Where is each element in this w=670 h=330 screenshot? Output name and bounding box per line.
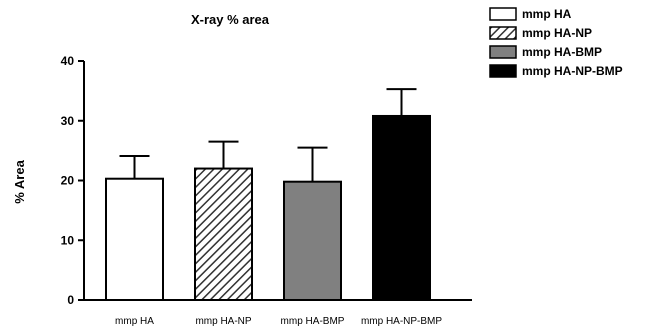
- y-tick-label: 40: [61, 54, 75, 68]
- y-axis-title: % Area: [12, 159, 27, 203]
- y-tick-label: 30: [61, 114, 75, 128]
- bar: [105, 177, 164, 302]
- legend-swatch: [489, 26, 517, 40]
- legend-label: mmp HA-NP: [522, 26, 592, 40]
- legend-label: mmp HA: [522, 7, 572, 21]
- chart-title: X-ray % area: [191, 12, 270, 27]
- x-category-label: mmp HA-NP-BMP: [361, 316, 442, 327]
- bar: [194, 167, 253, 301]
- legend-swatch: [489, 45, 517, 59]
- x-category-label: mmp HA-NP: [195, 316, 251, 327]
- legend: mmp HA mmp HA-NP mmp HA-BMP mmp HA-NP-BMP: [489, 7, 623, 78]
- x-category-label: mmp HA: [115, 316, 154, 327]
- legend-swatch: [489, 64, 517, 78]
- legend-label: mmp HA-BMP: [522, 45, 602, 59]
- y-tick-label: 0: [67, 293, 74, 307]
- x-category-label: mmp HA-BMP: [281, 316, 345, 327]
- legend-label: mmp HA-NP-BMP: [522, 64, 623, 78]
- bar: [283, 180, 342, 302]
- legend-swatch: [489, 7, 517, 21]
- bar: [372, 114, 431, 301]
- y-tick-label: 10: [61, 233, 75, 247]
- y-tick-label: 20: [61, 174, 75, 188]
- bars: mmp HA mmp HA-NP mmp HA-BMP mmp HA-NP-BMP: [105, 88, 442, 327]
